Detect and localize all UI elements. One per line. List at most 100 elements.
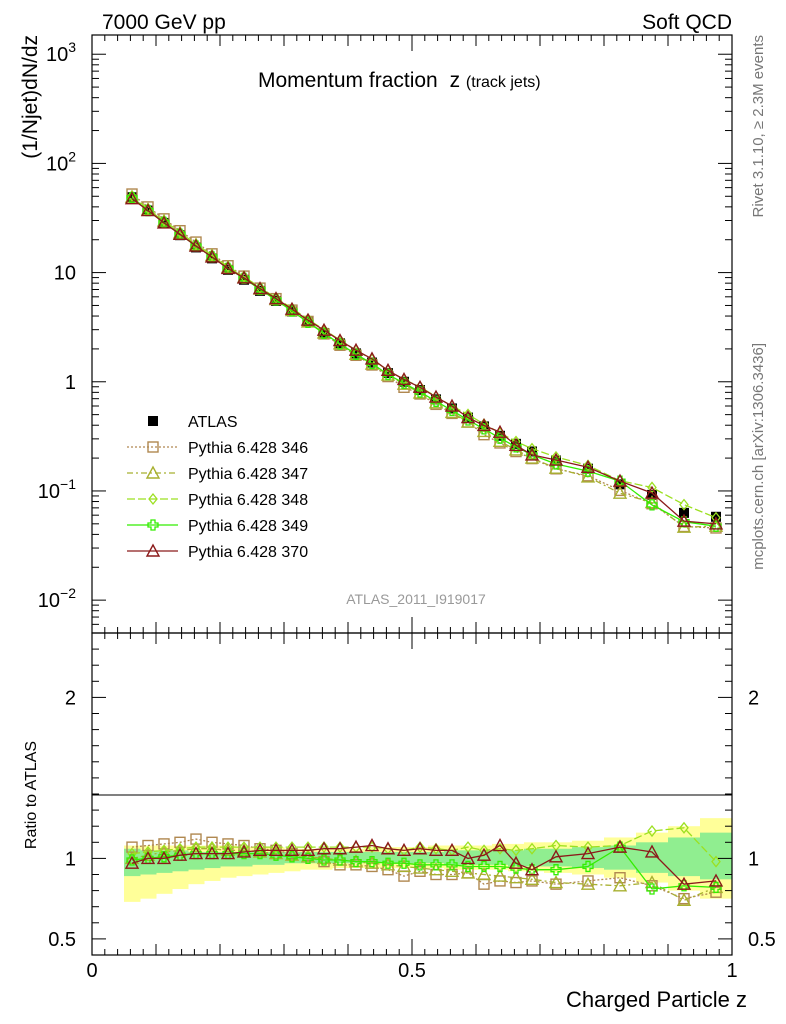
ratio-band-bin — [444, 850, 461, 865]
main-series — [124, 188, 724, 534]
plot-title-sub: (track jets) — [466, 74, 541, 91]
ratio-point-p370 — [124, 855, 140, 869]
ratio-point-p370 — [236, 844, 252, 858]
legend-item-p346: Pythia 6.428 346 — [127, 440, 308, 457]
main-point-p370 — [284, 301, 300, 315]
header-right: Soft QCD — [642, 11, 732, 34]
main-point-atlas — [271, 295, 281, 306]
ratio-plot: 0.5 0.51 12 2 0 0.5 1 Ratio to ATLAS Charged … — [23, 35, 776, 1012]
legend-marker-p349 — [147, 519, 159, 531]
ratio-point-p348 — [175, 842, 185, 855]
header-left: 7000 GeV pp — [102, 11, 226, 34]
main-point-p370 — [268, 291, 284, 305]
plot-title: Momentum fraction z (track jets) — [258, 69, 541, 92]
main-point-p348 — [207, 249, 217, 262]
main-point-p347 — [612, 485, 628, 499]
ratio-point-p347 — [444, 863, 460, 877]
main-point-p348 — [175, 226, 185, 239]
main-point-p370 — [300, 312, 316, 326]
main-series-p370 — [124, 191, 724, 530]
ratio-point-p370 — [428, 842, 444, 857]
main-point-atlas — [615, 479, 625, 490]
ratio-point-p349 — [582, 860, 594, 873]
ratio-point-p370 — [364, 838, 380, 852]
ratio-band-bin — [668, 837, 701, 877]
main-point-p370 — [332, 333, 348, 347]
main-point-p348 — [223, 260, 233, 273]
ratio-point-p349 — [462, 860, 474, 873]
ratio-point-p370 — [300, 842, 316, 857]
main-point-p370 — [140, 203, 156, 217]
main-point-atlas — [647, 489, 657, 500]
ratio-point-p349 — [350, 855, 362, 868]
legend-label-p348: Pythia 6.428 348 — [188, 492, 308, 509]
ratio-band-bin — [524, 848, 545, 867]
ratio-point-p346 — [582, 875, 594, 887]
main-point-atlas — [367, 357, 377, 368]
ratio-point-p348 — [223, 841, 233, 854]
main-point-p370 — [188, 238, 204, 252]
ratio-point-p349 — [382, 857, 394, 869]
ratio-point-p346 — [174, 836, 186, 848]
ratio-point-p347 — [476, 867, 492, 881]
ratio-point-p348 — [415, 841, 425, 854]
ratio-point-p349 — [318, 854, 330, 866]
main-point-p370 — [316, 322, 332, 336]
main-point-p347 — [580, 469, 596, 483]
main-point-p349 — [646, 499, 658, 511]
main-point-atlas — [583, 463, 593, 474]
main-point-p349 — [158, 216, 170, 229]
ratio-y-tick-label: 0.5 — [48, 929, 76, 951]
ratio-band-bin — [348, 851, 365, 864]
ratio-point-p370 — [172, 847, 188, 861]
main-point-p370 — [460, 410, 476, 424]
main-y-axis: 10−2 10−1 1 10 102 103 — [38, 39, 732, 634]
ratio-point-p347 — [396, 858, 412, 873]
main-point-p370 — [524, 447, 540, 461]
ratio-point-p349 — [550, 864, 562, 876]
ratio-point-p370 — [252, 842, 268, 857]
ratio-point-p349 — [366, 855, 378, 868]
main-point-p370 — [508, 437, 524, 451]
ratio-point-p370 — [676, 876, 692, 890]
plot-title-main: Momentum fraction — [258, 69, 438, 92]
ratio-point-p348 — [679, 821, 689, 834]
ratio-band-bin — [476, 850, 493, 865]
legend-label-p370: Pythia 6.428 370 — [188, 544, 308, 561]
ratio-point-p370 — [396, 842, 412, 857]
main-y-tick-label: 1 — [65, 372, 76, 394]
legend-marker-p348 — [148, 492, 158, 506]
ratio-band-bin — [428, 851, 445, 864]
ratio-point-p347 — [412, 860, 428, 874]
x-tick-label: 0.5 — [398, 960, 426, 982]
main-point-p370 — [492, 424, 508, 438]
ratio-point-p347 — [220, 842, 236, 857]
ratio-point-p370 — [492, 838, 508, 852]
ratio-point-p348 — [143, 845, 153, 859]
main-line-p346 — [131, 193, 717, 529]
ratio-point-p348 — [255, 841, 265, 854]
ratio-bands — [124, 818, 733, 902]
ratio-point-p348 — [527, 842, 537, 855]
main-point-p370 — [204, 249, 220, 263]
ratio-point-p349 — [446, 859, 458, 871]
ratio-point-p347 — [492, 868, 508, 882]
ratio-point-p370 — [612, 839, 628, 853]
main-point-p348 — [527, 442, 537, 455]
x-tick-label: 0 — [86, 960, 97, 982]
main-plot: 10−2 10−1 1 10 102 103 Momentum fraction z (t… — [19, 34, 733, 634]
ratio-band-bin — [412, 851, 429, 864]
ratio-point-p346 — [550, 878, 562, 890]
ratio-y-tick-label-right: 1 — [748, 848, 759, 870]
main-point-p348 — [551, 450, 561, 463]
ratio-point-p347 — [612, 878, 628, 892]
legend-item-p347: Pythia 6.428 347 — [127, 465, 308, 483]
ratio-point-p347 — [460, 865, 476, 879]
ratio-point-p348 — [159, 844, 169, 857]
ratio-band-bin — [124, 848, 141, 877]
ratio-point-p347 — [364, 855, 380, 869]
ratio-point-p346 — [526, 875, 538, 887]
ratio-point-p348 — [615, 839, 625, 852]
main-point-p349 — [494, 432, 506, 444]
